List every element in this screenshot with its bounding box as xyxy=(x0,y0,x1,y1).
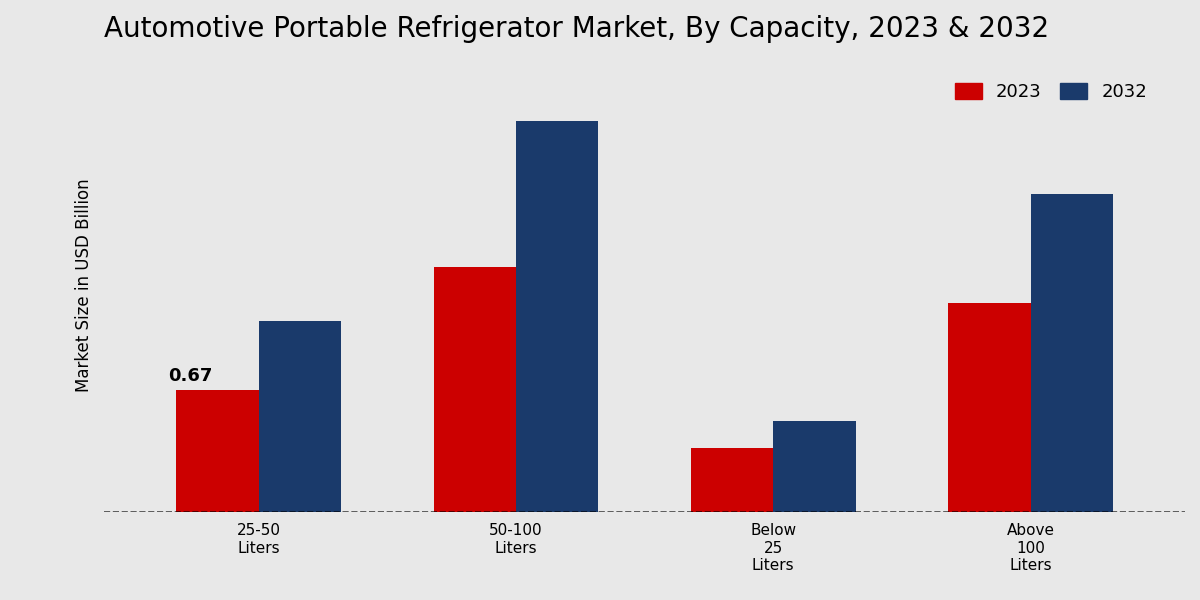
Legend: 2023, 2032: 2023, 2032 xyxy=(947,76,1154,109)
Bar xyxy=(1031,194,1112,512)
Bar xyxy=(433,267,516,512)
Bar xyxy=(258,322,341,512)
Bar xyxy=(176,391,258,512)
Bar xyxy=(516,121,599,512)
Bar xyxy=(948,303,1031,512)
Bar xyxy=(691,448,773,512)
Y-axis label: Market Size in USD Billion: Market Size in USD Billion xyxy=(74,178,94,392)
Bar xyxy=(773,421,856,512)
Text: 0.67: 0.67 xyxy=(168,367,212,385)
Text: Automotive Portable Refrigerator Market, By Capacity, 2023 & 2032: Automotive Portable Refrigerator Market,… xyxy=(104,15,1049,43)
